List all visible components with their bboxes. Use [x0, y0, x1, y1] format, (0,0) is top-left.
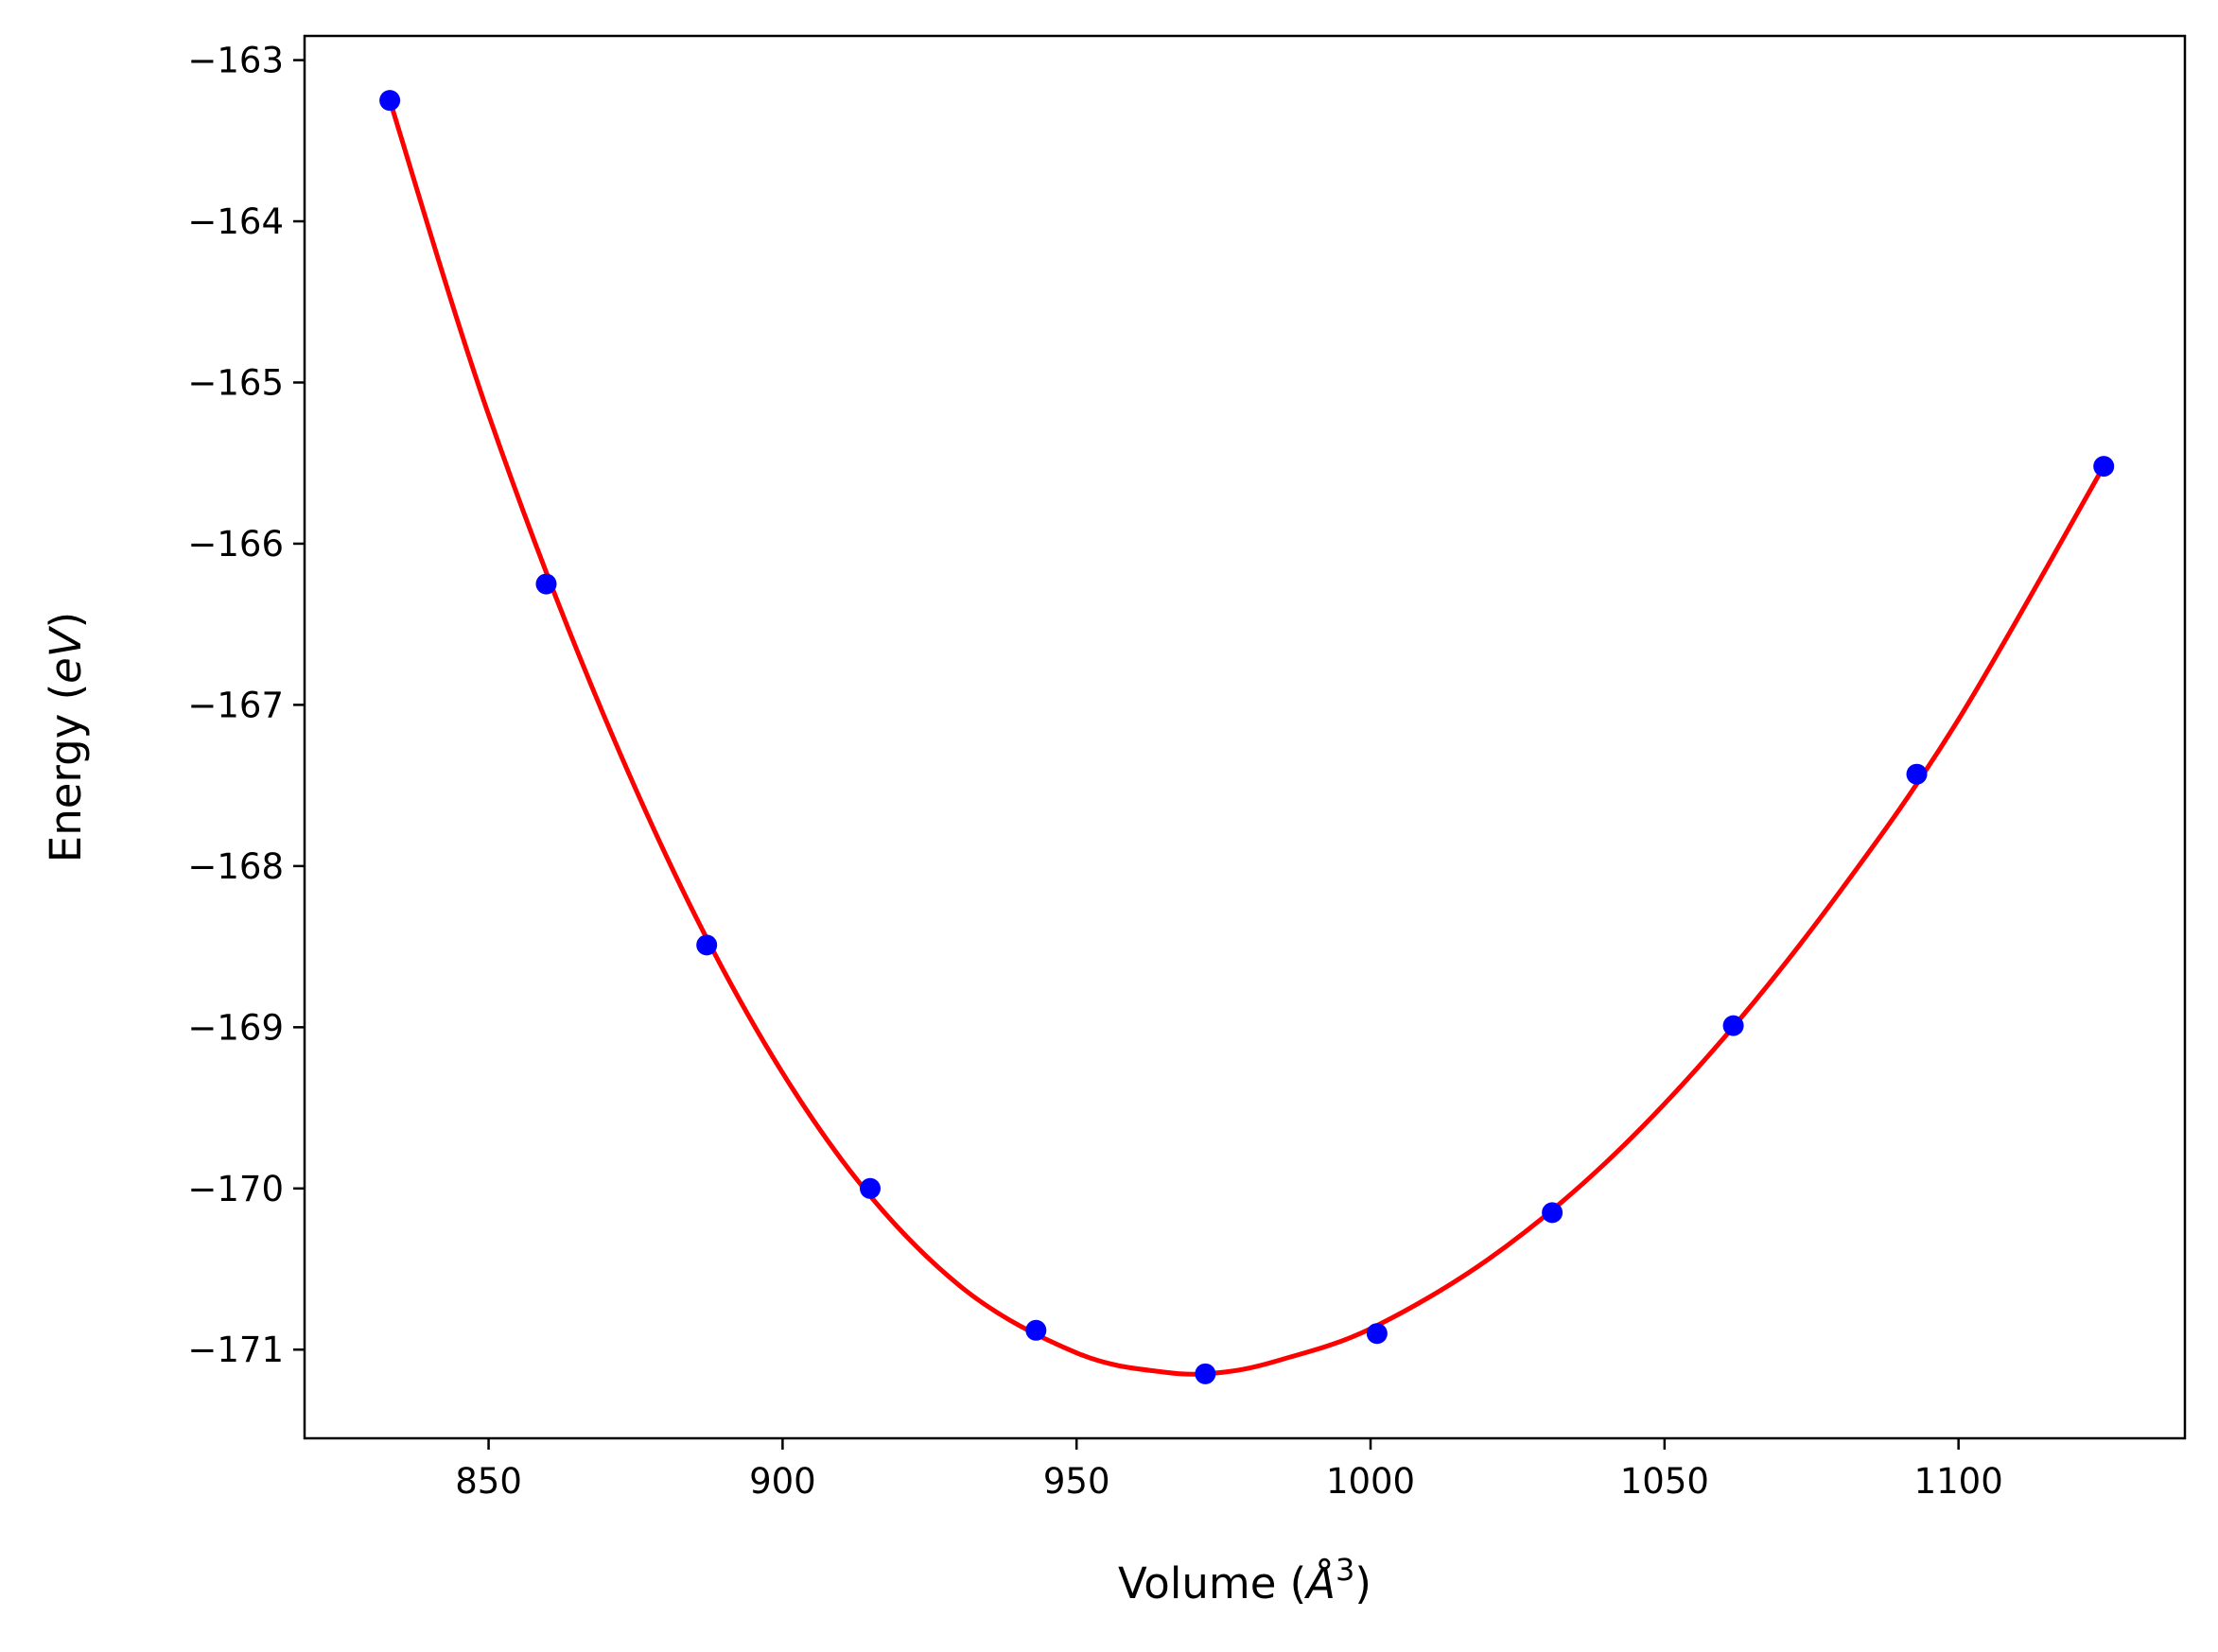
x-tick-label: 950	[1043, 1461, 1110, 1502]
x-tick-label: 1050	[1620, 1461, 1709, 1502]
y-axis-label: Energy (eV)	[41, 612, 91, 862]
data-point	[1542, 1202, 1563, 1224]
plot-frame	[303, 34, 2187, 1440]
y-tick-label: −171	[187, 1330, 284, 1370]
data-point	[860, 1177, 882, 1199]
y-tick-label: −163	[187, 41, 284, 81]
x-tick-label: 850	[455, 1461, 522, 1502]
data-point	[379, 90, 401, 112]
y-tick-label: −167	[187, 685, 284, 725]
x-axis-label: Volume (Å3)	[1118, 1552, 1371, 1609]
y-tick-label: −164	[187, 201, 284, 242]
data-point	[1195, 1363, 1216, 1384]
x-tick-label: 1100	[1914, 1461, 2003, 1502]
data-point	[696, 934, 718, 956]
data-point	[1722, 1015, 1744, 1036]
x-tick-label: 900	[749, 1461, 816, 1502]
y-tick-label: −169	[187, 1007, 284, 1048]
data-point	[535, 573, 557, 595]
fit-curve	[387, 99, 2106, 1377]
y-tick-label: −168	[187, 846, 284, 887]
data-point	[1025, 1319, 1047, 1341]
y-tick-label: −166	[187, 524, 284, 565]
data-point	[1366, 1323, 1388, 1345]
data-point	[1906, 763, 1928, 785]
x-tick-label: 1000	[1326, 1461, 1415, 1502]
x-axis: 850 900 950 1000 1050 1100	[455, 1438, 2003, 1502]
y-axis: −163 −164 −165 −166 −167 −168 −169 −170 −171	[187, 41, 305, 1370]
y-tick-label: −165	[187, 362, 284, 403]
y-tick-label: −170	[187, 1169, 284, 1209]
data-point	[2093, 456, 2115, 478]
